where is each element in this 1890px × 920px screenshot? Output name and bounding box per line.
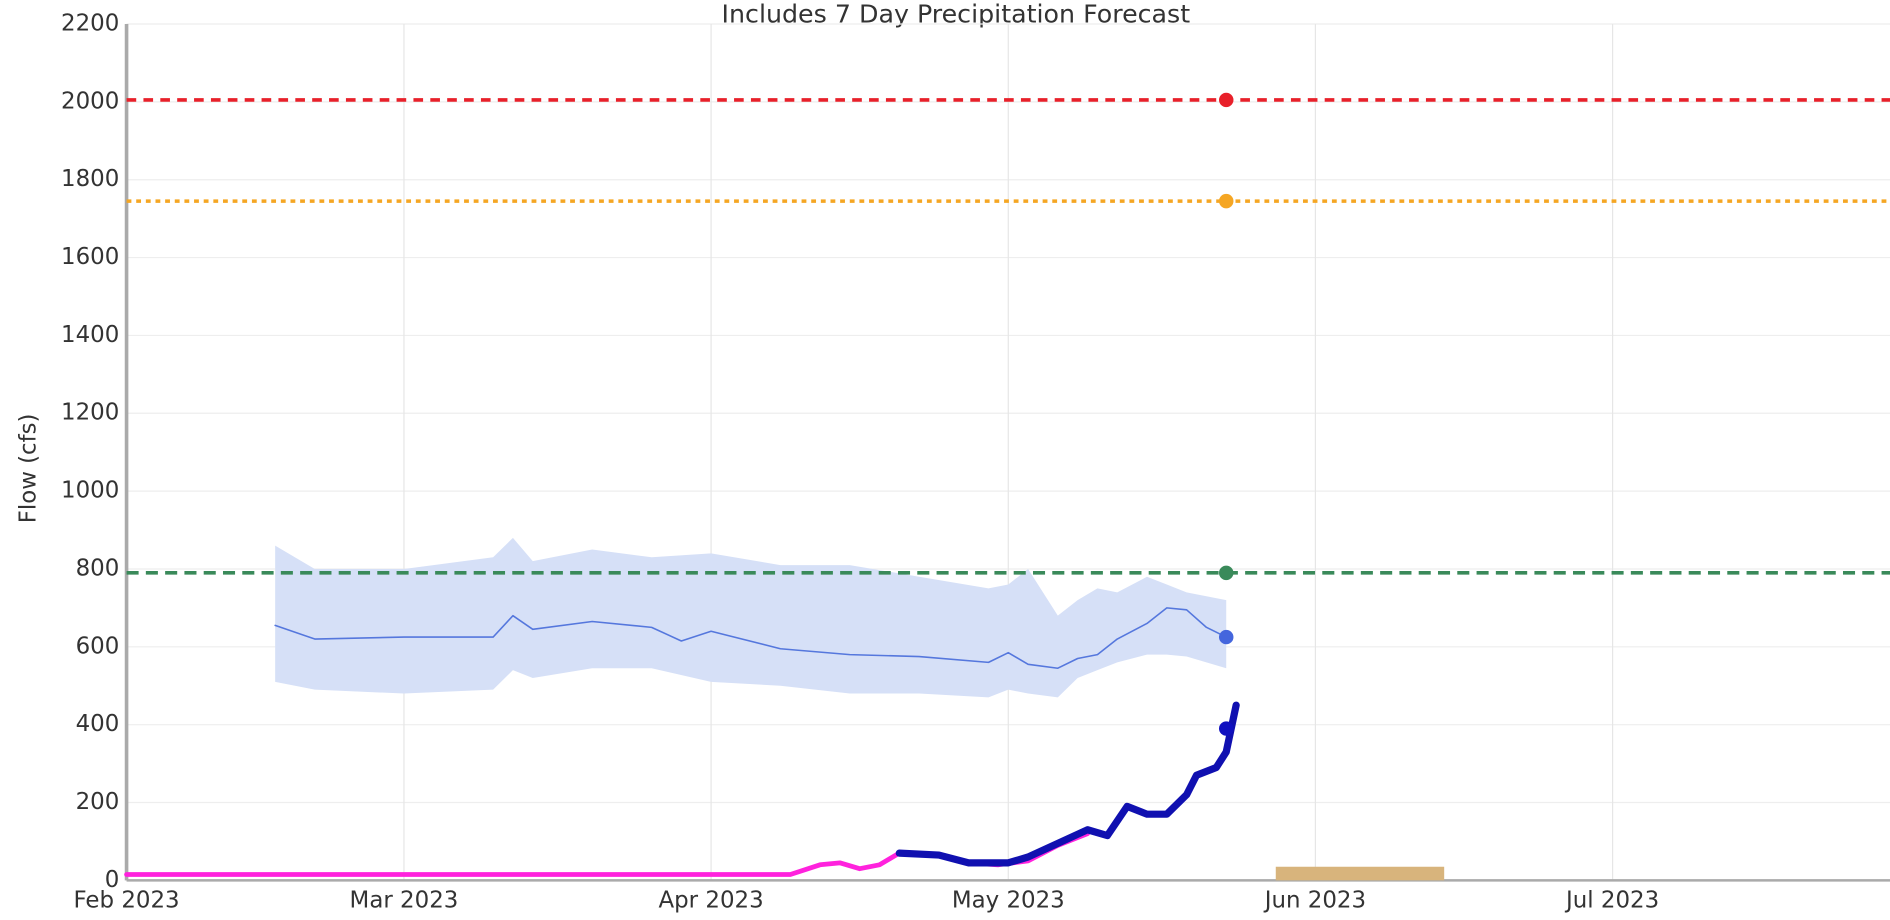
y-tick-label: 2000 <box>61 88 119 114</box>
y-tick-label: 0 <box>105 867 120 893</box>
x-tick-label: Apr 2023 <box>658 887 763 913</box>
range-band <box>275 537 1227 698</box>
y-tick-label: 2200 <box>61 11 119 37</box>
y-tick-label: 1000 <box>61 478 119 504</box>
point <box>1219 721 1234 736</box>
x-tick-label: Mar 2023 <box>350 887 459 913</box>
x-tick-label: Feb 2023 <box>74 887 180 913</box>
y-tick-label: 400 <box>76 711 120 737</box>
x-tick-label: May 2023 <box>952 887 1065 913</box>
point <box>1219 565 1234 581</box>
y-axis-label: Flow (cfs) <box>15 414 41 524</box>
line <box>895 701 1240 867</box>
y-tick-label: 600 <box>76 633 120 659</box>
y-tick-label: 1200 <box>61 400 119 426</box>
y-tick-label: 1400 <box>61 322 119 348</box>
x-tick-label: Jun 2023 <box>1263 887 1366 913</box>
line <box>274 607 1228 670</box>
point <box>1219 629 1234 645</box>
bar <box>1275 866 1445 881</box>
y-tick-label: 800 <box>76 555 120 581</box>
y-tick-label: 1600 <box>61 244 119 270</box>
y-tick-label: 200 <box>76 789 120 815</box>
y-tick-label: 1800 <box>61 166 119 192</box>
point <box>1219 193 1234 209</box>
point <box>1219 92 1234 108</box>
x-tick-label: Jul 2023 <box>1564 887 1659 913</box>
